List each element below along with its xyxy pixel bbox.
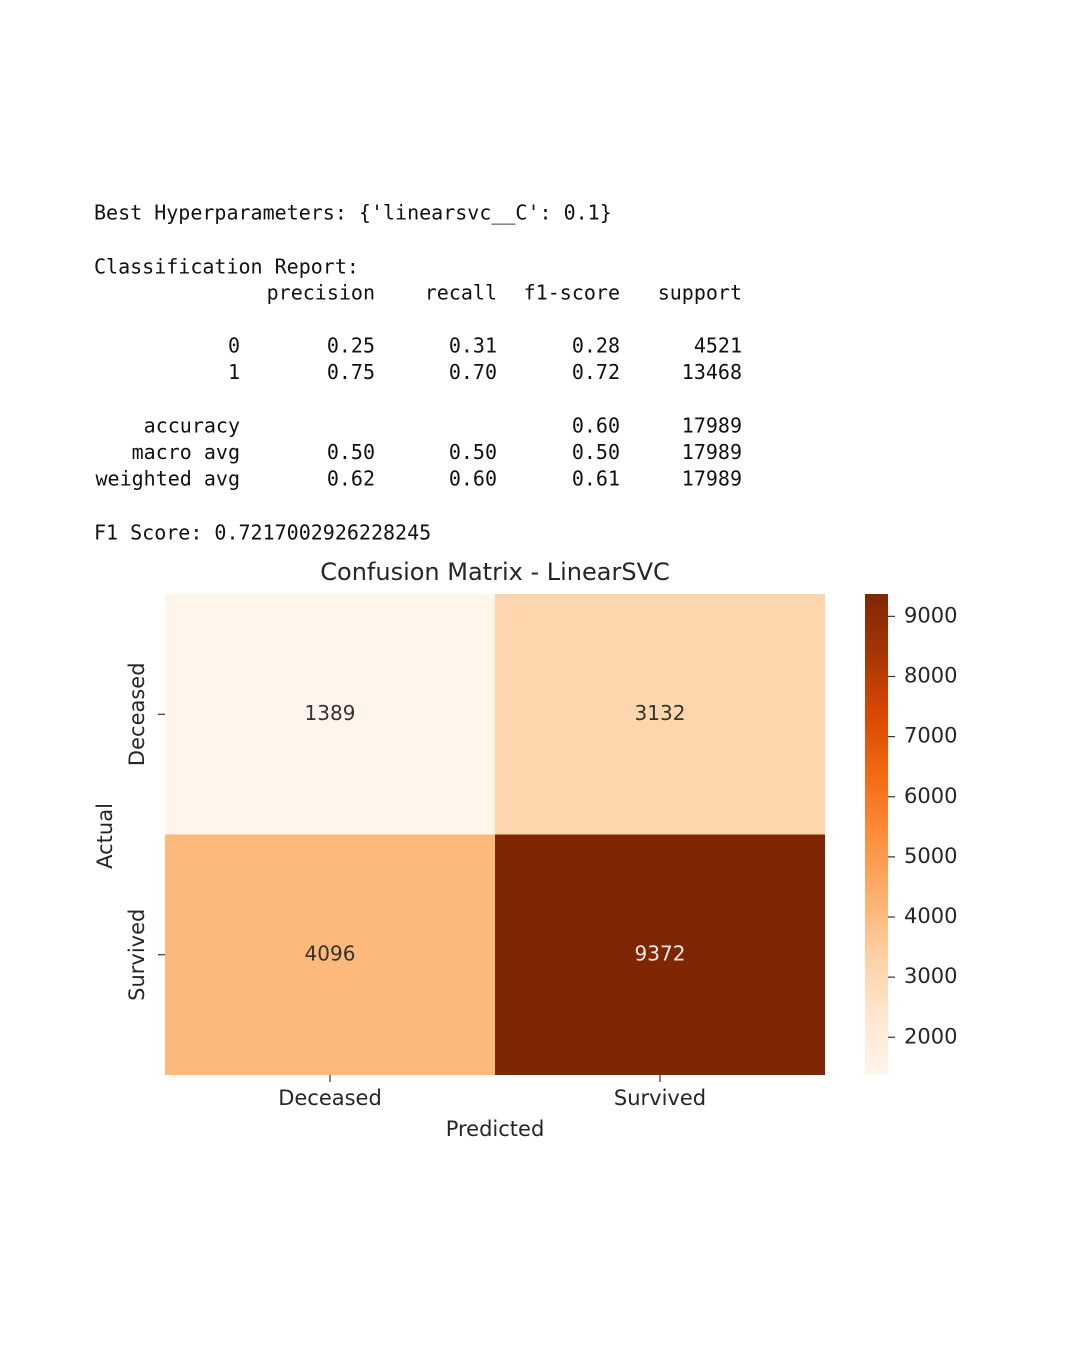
report-cell: 0.72 xyxy=(572,360,620,384)
y-axis-label: Actual xyxy=(93,803,117,869)
report-header: support xyxy=(658,281,742,305)
report-cell: 0.60 xyxy=(572,414,620,438)
colorbar-tick-label: 2000 xyxy=(904,1024,957,1048)
report-cell: 0.50 xyxy=(449,440,497,464)
report-row-label: 1 xyxy=(228,360,240,384)
report-cell: 0.50 xyxy=(572,440,620,464)
heatmap-cell xyxy=(165,834,495,1075)
report-cell: 0.61 xyxy=(572,467,620,491)
colorbar-tick-label: 9000 xyxy=(904,603,957,627)
report-header: precision xyxy=(267,281,375,305)
report-row-label: macro avg xyxy=(132,440,240,464)
report-row-label: weighted avg xyxy=(96,467,241,491)
report-cell: 0.25 xyxy=(327,334,375,358)
report-header: f1-score xyxy=(524,281,620,305)
cell-label: 3132 xyxy=(635,701,686,725)
report-row-label: accuracy xyxy=(144,414,240,438)
colorbar-tick-label: 5000 xyxy=(904,844,957,868)
best-params: Best Hyperparameters: {'linearsvc__C': 0… xyxy=(94,201,612,225)
report-cell: 0.70 xyxy=(449,360,497,384)
report-cell: 0.62 xyxy=(327,467,375,491)
report-cell: 13468 xyxy=(682,360,742,384)
y-tick-label: Deceased xyxy=(125,662,149,766)
colorbar-tick-label: 6000 xyxy=(904,784,957,808)
colorbar xyxy=(865,594,888,1074)
report-cell: 0.50 xyxy=(327,440,375,464)
report-cell: 0.31 xyxy=(449,334,497,358)
report-cell: 17989 xyxy=(682,467,742,491)
report-header: recall xyxy=(425,281,497,305)
x-tick-label: Survived xyxy=(614,1086,706,1110)
report-cell: 17989 xyxy=(682,440,742,464)
colorbar-tick-label: 8000 xyxy=(904,663,957,687)
heatmap-cell xyxy=(165,594,495,835)
chart-title: Confusion Matrix - LinearSVC xyxy=(320,558,670,586)
colorbar-tick-label: 3000 xyxy=(904,964,957,988)
report-cell: 0.28 xyxy=(572,334,620,358)
report-cell: 0.60 xyxy=(449,467,497,491)
report-row-label: 0 xyxy=(228,334,240,358)
f1-line: F1 Score: 0.7217002926228245 xyxy=(94,521,431,545)
cell-label: 4096 xyxy=(305,941,356,965)
heatmap-cell xyxy=(495,594,825,835)
cell-label: 9372 xyxy=(635,941,686,965)
x-axis-label: Predicted xyxy=(446,1117,545,1141)
colorbar-tick-label: 4000 xyxy=(904,904,957,928)
report-cell: 17989 xyxy=(682,414,742,438)
report-cell: 0.75 xyxy=(327,360,375,384)
heatmap-cell xyxy=(495,834,825,1075)
colorbar-tick-label: 7000 xyxy=(904,724,957,748)
x-tick-label: Deceased xyxy=(278,1086,382,1110)
y-tick-label: Survived xyxy=(125,909,149,1001)
report-title: Classification Report: xyxy=(94,255,359,279)
cell-label: 1389 xyxy=(305,701,356,725)
report-cell: 4521 xyxy=(694,334,742,358)
